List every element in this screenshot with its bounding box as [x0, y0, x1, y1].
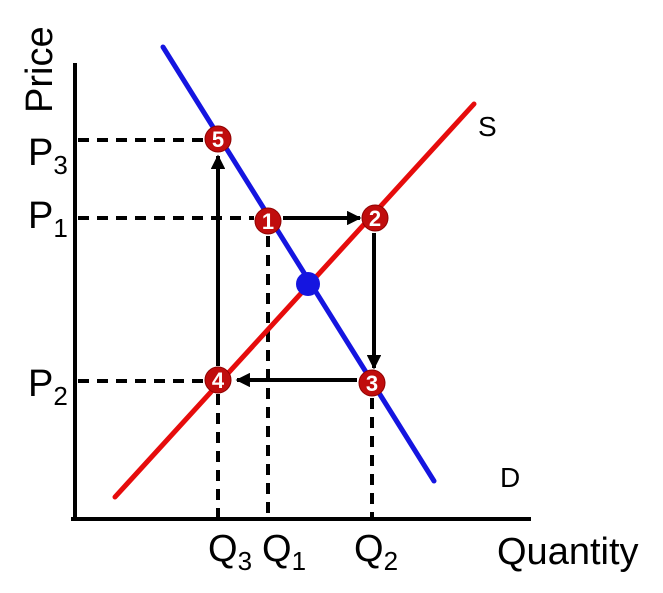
point-circle-4	[204, 366, 232, 394]
point-marker-2: 2	[361, 204, 389, 232]
demand-curve	[160, 44, 437, 484]
supply-curve	[112, 101, 477, 500]
price-label-p1: P1	[28, 195, 68, 243]
point-marker-5: 5	[204, 125, 232, 153]
point-circle-1	[254, 207, 282, 235]
point-circle-5	[204, 125, 232, 153]
equilibrium-dot	[296, 272, 320, 296]
point-number-1: 1	[262, 209, 274, 234]
point-marker-1: 1	[254, 207, 282, 235]
point-marker-4: 4	[204, 366, 232, 394]
supply-curve-label: S	[478, 111, 497, 142]
price-label-p2: P2	[28, 363, 68, 411]
point-circle-2	[361, 204, 389, 232]
point-circle-3	[358, 369, 386, 397]
point-number-3: 3	[366, 371, 378, 396]
quantity-label-q2: Q2	[354, 528, 398, 576]
point-marker-3: 3	[358, 369, 386, 397]
quantity-label-q3: Q3	[208, 528, 252, 576]
point-number-2: 2	[369, 206, 381, 231]
demand-curve-label: D	[500, 462, 520, 493]
point-number-4: 4	[212, 368, 225, 393]
price-label-p3: P3	[28, 132, 68, 180]
x-axis-title: Quantity	[497, 531, 639, 573]
quantity-label-q1: Q1	[262, 528, 306, 576]
y-axis-title: Price	[19, 26, 61, 113]
point-number-5: 5	[212, 127, 224, 152]
